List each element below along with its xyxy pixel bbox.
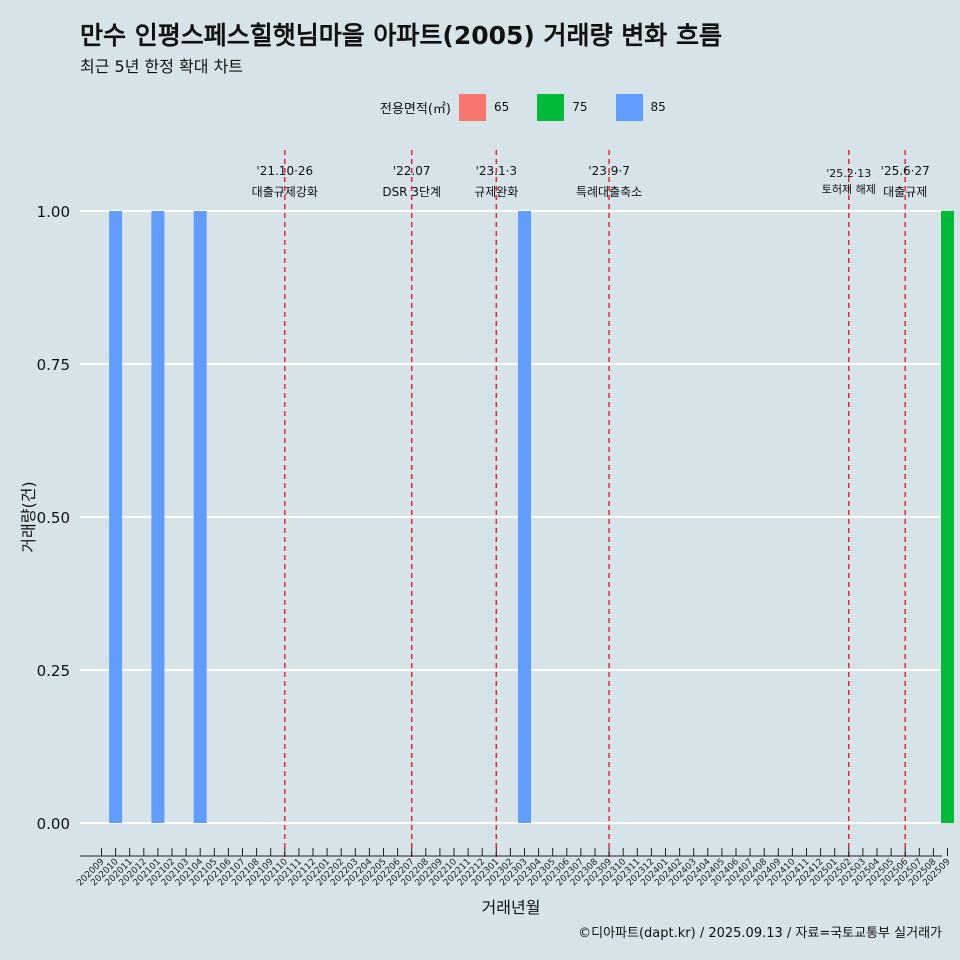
chart-title: 만수 인평스페스힐햇님마을 아파트(2005) 거래량 변화 흐름 bbox=[80, 21, 722, 50]
legend-item-75: 75 bbox=[537, 93, 609, 121]
event-label: 규제완화 bbox=[474, 185, 518, 199]
y-tick-label: 1.00 bbox=[37, 203, 70, 221]
legend-label-65: 65 bbox=[493, 100, 510, 114]
event-date: '25.2·13 bbox=[826, 167, 871, 180]
bar-202509 bbox=[941, 211, 954, 823]
legend-label-75: 75 bbox=[572, 100, 588, 114]
legend-label-85: 85 bbox=[650, 100, 666, 114]
y-tick-label: 0.00 bbox=[37, 815, 70, 833]
event-date: '21.10·26 bbox=[256, 164, 313, 178]
legend-swatch-75 bbox=[537, 93, 565, 121]
event-label: 토허제 해제 bbox=[822, 182, 876, 196]
event-date: '23.9·7 bbox=[588, 164, 629, 178]
event-date: '23.1·3 bbox=[476, 164, 517, 178]
legend-swatch-65 bbox=[458, 93, 486, 121]
event-date: '25.6·27 bbox=[881, 164, 930, 178]
bar-202010 bbox=[109, 211, 123, 823]
bar-202303 bbox=[518, 211, 531, 823]
source-caption: ©디아파트(dapt.kr) / 2025.09.13 / 자료=국토교통부 실… bbox=[578, 926, 942, 941]
y-axis-title: 거래량(건) bbox=[19, 481, 38, 552]
legend-item-65: 65 bbox=[458, 93, 531, 121]
legend-title: 전용면적(㎡) bbox=[380, 101, 451, 117]
bar-202104 bbox=[193, 211, 207, 823]
bar-202101 bbox=[151, 211, 165, 823]
legend: 전용면적(㎡) 65 75 85 bbox=[380, 93, 694, 121]
event-label: 특례대출축소 bbox=[576, 185, 642, 199]
legend-swatch-85 bbox=[615, 93, 643, 121]
event-date: '22.07 bbox=[393, 164, 431, 178]
chart-subtitle: 최근 5년 한정 확대 차트 bbox=[80, 57, 244, 76]
legend-item-85: 85 bbox=[615, 93, 688, 121]
y-tick-label: 0.25 bbox=[37, 662, 70, 680]
event-label: DSR 3단계 bbox=[382, 185, 441, 199]
x-axis-title: 거래년월 bbox=[482, 898, 541, 917]
y-tick-label: 0.75 bbox=[37, 356, 70, 374]
event-label: 대출규제 bbox=[883, 185, 927, 199]
y-tick-label: 0.50 bbox=[37, 509, 70, 527]
event-label: 대출규제강화 bbox=[252, 185, 318, 199]
